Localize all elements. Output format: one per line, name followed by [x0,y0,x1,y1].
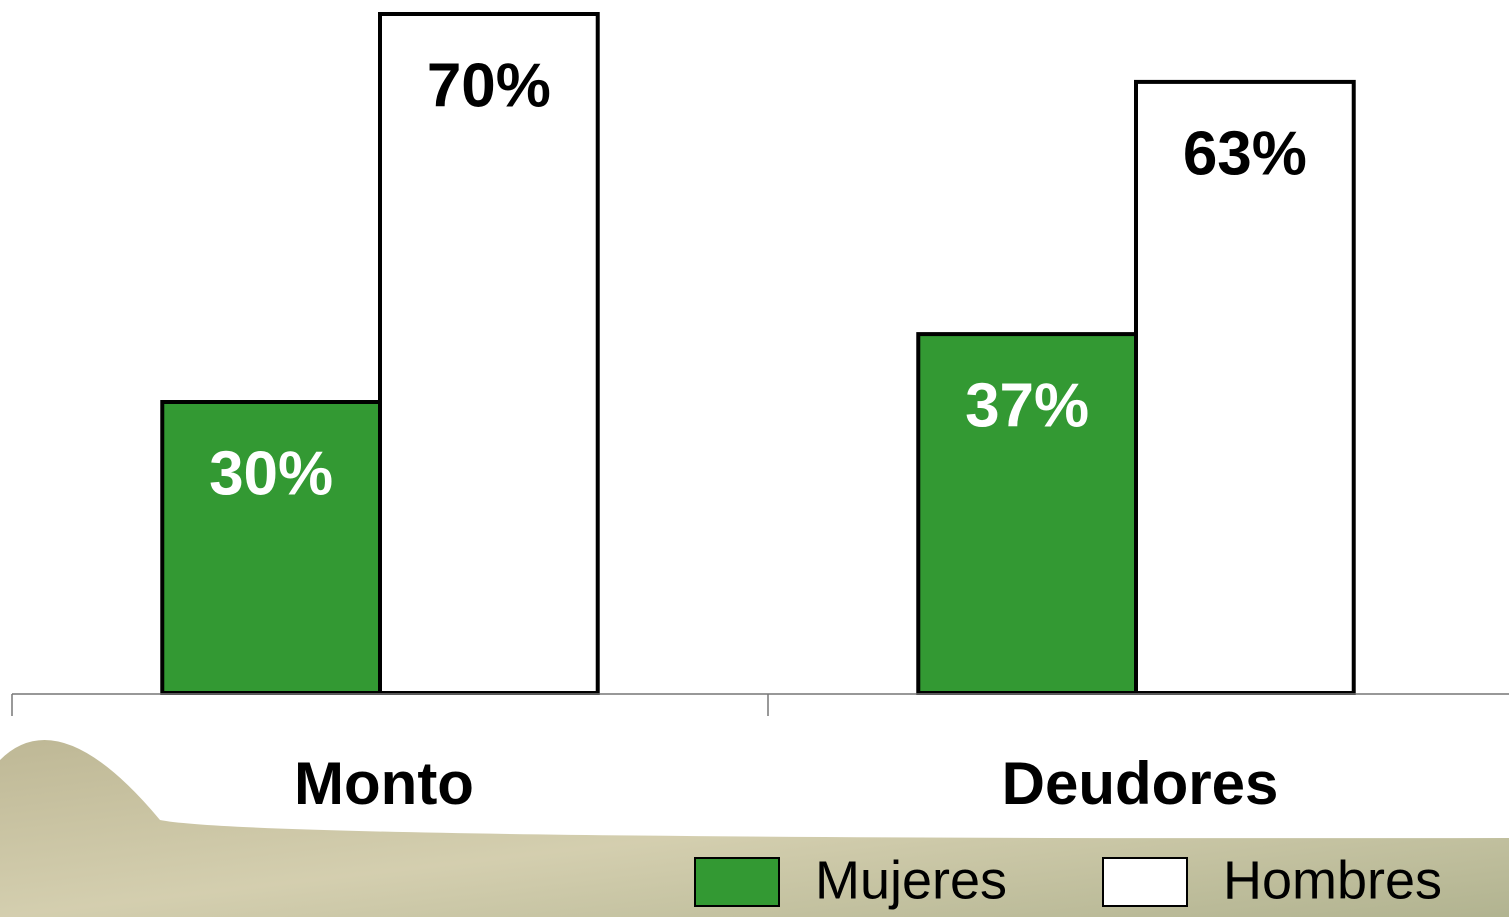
bar [160,400,382,695]
value-label: 63% [1183,119,1307,188]
legend-swatch [1102,857,1188,907]
bar [378,12,600,695]
x-tick-label: Monto [294,750,474,817]
legend-label: Hombres [1223,850,1442,910]
bar [916,332,1138,695]
plot-area: 30% 70% Monto 37% 63% Deudores [11,12,1509,817]
bar [1134,79,1356,695]
value-label: 30% [209,439,333,508]
x-tick-label: Deudores [1002,750,1279,817]
legend: Mujeres Hombres [694,850,1442,910]
value-label: 37% [965,371,1089,440]
legend-label: Mujeres [815,850,1007,910]
legend-swatch [694,857,780,907]
value-label: 70% [427,51,551,120]
